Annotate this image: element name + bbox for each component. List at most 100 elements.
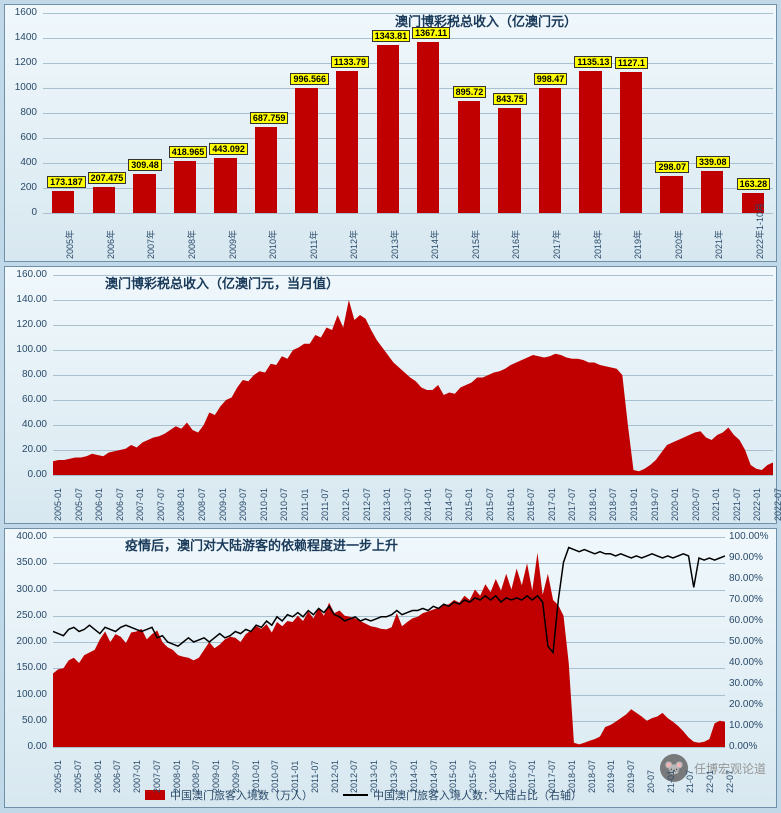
chart3-xtick: 2018-01 (567, 760, 577, 793)
chart3-xtick: 2014-07 (429, 760, 439, 793)
chart1-xtick: 2021年 (712, 230, 725, 259)
chart3-ytick-left: 250.00 (16, 610, 47, 621)
chart2-xtick: 2018-01 (588, 488, 598, 521)
chart1-bar (498, 108, 520, 213)
chart1-datalabel: 996.566 (290, 73, 329, 85)
chart3-xtick: 2010-01 (251, 760, 261, 793)
chart3-xtick: 2017-01 (527, 760, 537, 793)
chart2-xtick: 2017-07 (567, 488, 577, 521)
chart3-ytick-right: 100.00% (729, 531, 768, 542)
chart3-xtick: 2005-01 (53, 760, 63, 793)
chart3-xtick: 2017-07 (547, 760, 557, 793)
chart2-xtick: 2007-07 (156, 488, 166, 521)
chart3-xtick: 2007-01 (132, 760, 142, 793)
chart3-ytick-right: 20.00% (729, 699, 763, 710)
chart2-xtick: 2015-07 (485, 488, 495, 521)
chart2-xtick: 2020-07 (691, 488, 701, 521)
chart2-ytick: 80.00 (22, 369, 47, 380)
chart3-xtick: 2015-07 (468, 760, 478, 793)
chart1-ytick: 1200 (15, 57, 37, 68)
chart3-xtick: 2009-01 (211, 760, 221, 793)
chart3-plot (53, 537, 725, 747)
legend-item: 中国澳门旅客入境数（万人） (145, 787, 313, 803)
chart3-xtick: 2005-07 (73, 760, 83, 793)
chart2-xtick: 2009-07 (238, 488, 248, 521)
chart3-ytick-left: 100.00 (16, 689, 47, 700)
chart1-datalabel: 1343.81 (372, 30, 411, 42)
chart1-bar (214, 158, 236, 213)
chart3-xtick: 2010-07 (270, 760, 280, 793)
chart2-xtick: 2022-01 (752, 488, 762, 521)
chart3-ytick-right: 70.00% (729, 594, 763, 605)
chart3-ytick-right: 60.00% (729, 615, 763, 626)
chart2-xtick: 2019-07 (650, 488, 660, 521)
chart1-bar (620, 72, 642, 213)
chart2-xtick: 2011-01 (300, 489, 310, 521)
chart2-xtick: 2013-01 (382, 488, 392, 521)
chart2-xtick: 2012-07 (362, 488, 372, 521)
chart1-bar (174, 161, 196, 213)
chart1-bar (660, 176, 682, 213)
chart3-ytick-right: 40.00% (729, 657, 763, 668)
chart1-xtick: 2008年 (185, 230, 198, 259)
chart2-xtick: 2022-07 (773, 488, 781, 521)
chart2-xtick: 2005-01 (53, 488, 63, 521)
chart1-xtick: 2017年 (550, 230, 563, 259)
chart3-xtick: 2012-01 (330, 760, 340, 793)
chart3-ytick-right: 10.00% (729, 720, 763, 731)
chart1-bar (458, 101, 480, 213)
chart3-xtick: 2011-01 (290, 761, 300, 793)
chart1-xtick: 2005年 (63, 230, 76, 259)
chart1-datalabel: 843.75 (493, 93, 527, 105)
chart1-bar (579, 71, 601, 213)
chart1-datalabel: 163.28 (737, 178, 771, 190)
chart1-xtick: 2011年 (307, 231, 320, 259)
chart1-ytick: 600 (20, 132, 37, 143)
chart3-xtick: 21-07 (685, 770, 695, 793)
chart1-bar (336, 71, 358, 213)
chart1-bar (701, 171, 723, 213)
chart2-xtick: 2007-01 (135, 488, 145, 521)
chart2-xtick: 2019-01 (629, 488, 639, 521)
chart1-xtick: 2009年 (226, 230, 239, 259)
chart1-bar (255, 127, 277, 213)
chart2-xtick: 2013-07 (403, 488, 413, 521)
chart1-bar (377, 45, 399, 213)
chart3-xtick: 2013-07 (389, 760, 399, 793)
chart2-xtick: 2017-01 (547, 488, 557, 521)
chart1-datalabel: 309.48 (128, 159, 162, 171)
chart3-xtick: 2008-07 (191, 760, 201, 793)
chart3-xtick: 2018-07 (587, 760, 597, 793)
chart1-bar (295, 88, 317, 213)
chart1-bar (417, 42, 439, 213)
chart3-ytick-left: 400.00 (16, 531, 47, 542)
chart2-ytick: 120.00 (16, 319, 47, 330)
chart1-ytick: 0 (31, 207, 37, 218)
legend-line-swatch (343, 794, 368, 796)
chart1-xtick: 2015年 (469, 230, 482, 259)
chart1-xtick: 2012年 (347, 230, 360, 259)
chart1-xtick: 2006年 (104, 230, 117, 259)
chart1-bar (93, 187, 115, 213)
chart2-ytick: 140.00 (16, 294, 47, 305)
chart1-xtick: 2014年 (428, 230, 441, 259)
chart3-xtick: 2012-07 (349, 760, 359, 793)
chart3-svg (53, 537, 725, 747)
chart3-xtick: 2014-01 (409, 760, 419, 793)
chart2-ytick: 160.00 (16, 269, 47, 280)
chart1-xtick: 2016年 (509, 230, 522, 259)
chart1-datalabel: 207.475 (88, 172, 127, 184)
chart1-datalabel: 298.07 (655, 161, 689, 173)
chart1-xtick: 2022年1-10月 (753, 203, 766, 259)
chart2-xtick: 2010-07 (279, 488, 289, 521)
chart1-datalabel: 687.759 (250, 112, 289, 124)
chart2-ytick: 20.00 (22, 444, 47, 455)
chart3-xtick: 2008-01 (172, 760, 182, 793)
chart2-ytick: 0.00 (28, 469, 47, 480)
chart1-ytick: 400 (20, 157, 37, 168)
chart2-xtick: 2016-07 (526, 488, 536, 521)
chart1-xtick: 2007年 (144, 230, 157, 259)
chart1-bar (133, 174, 155, 213)
chart3-ytick-left: 200.00 (16, 636, 47, 647)
chart2-xtick: 2020-01 (670, 488, 680, 521)
